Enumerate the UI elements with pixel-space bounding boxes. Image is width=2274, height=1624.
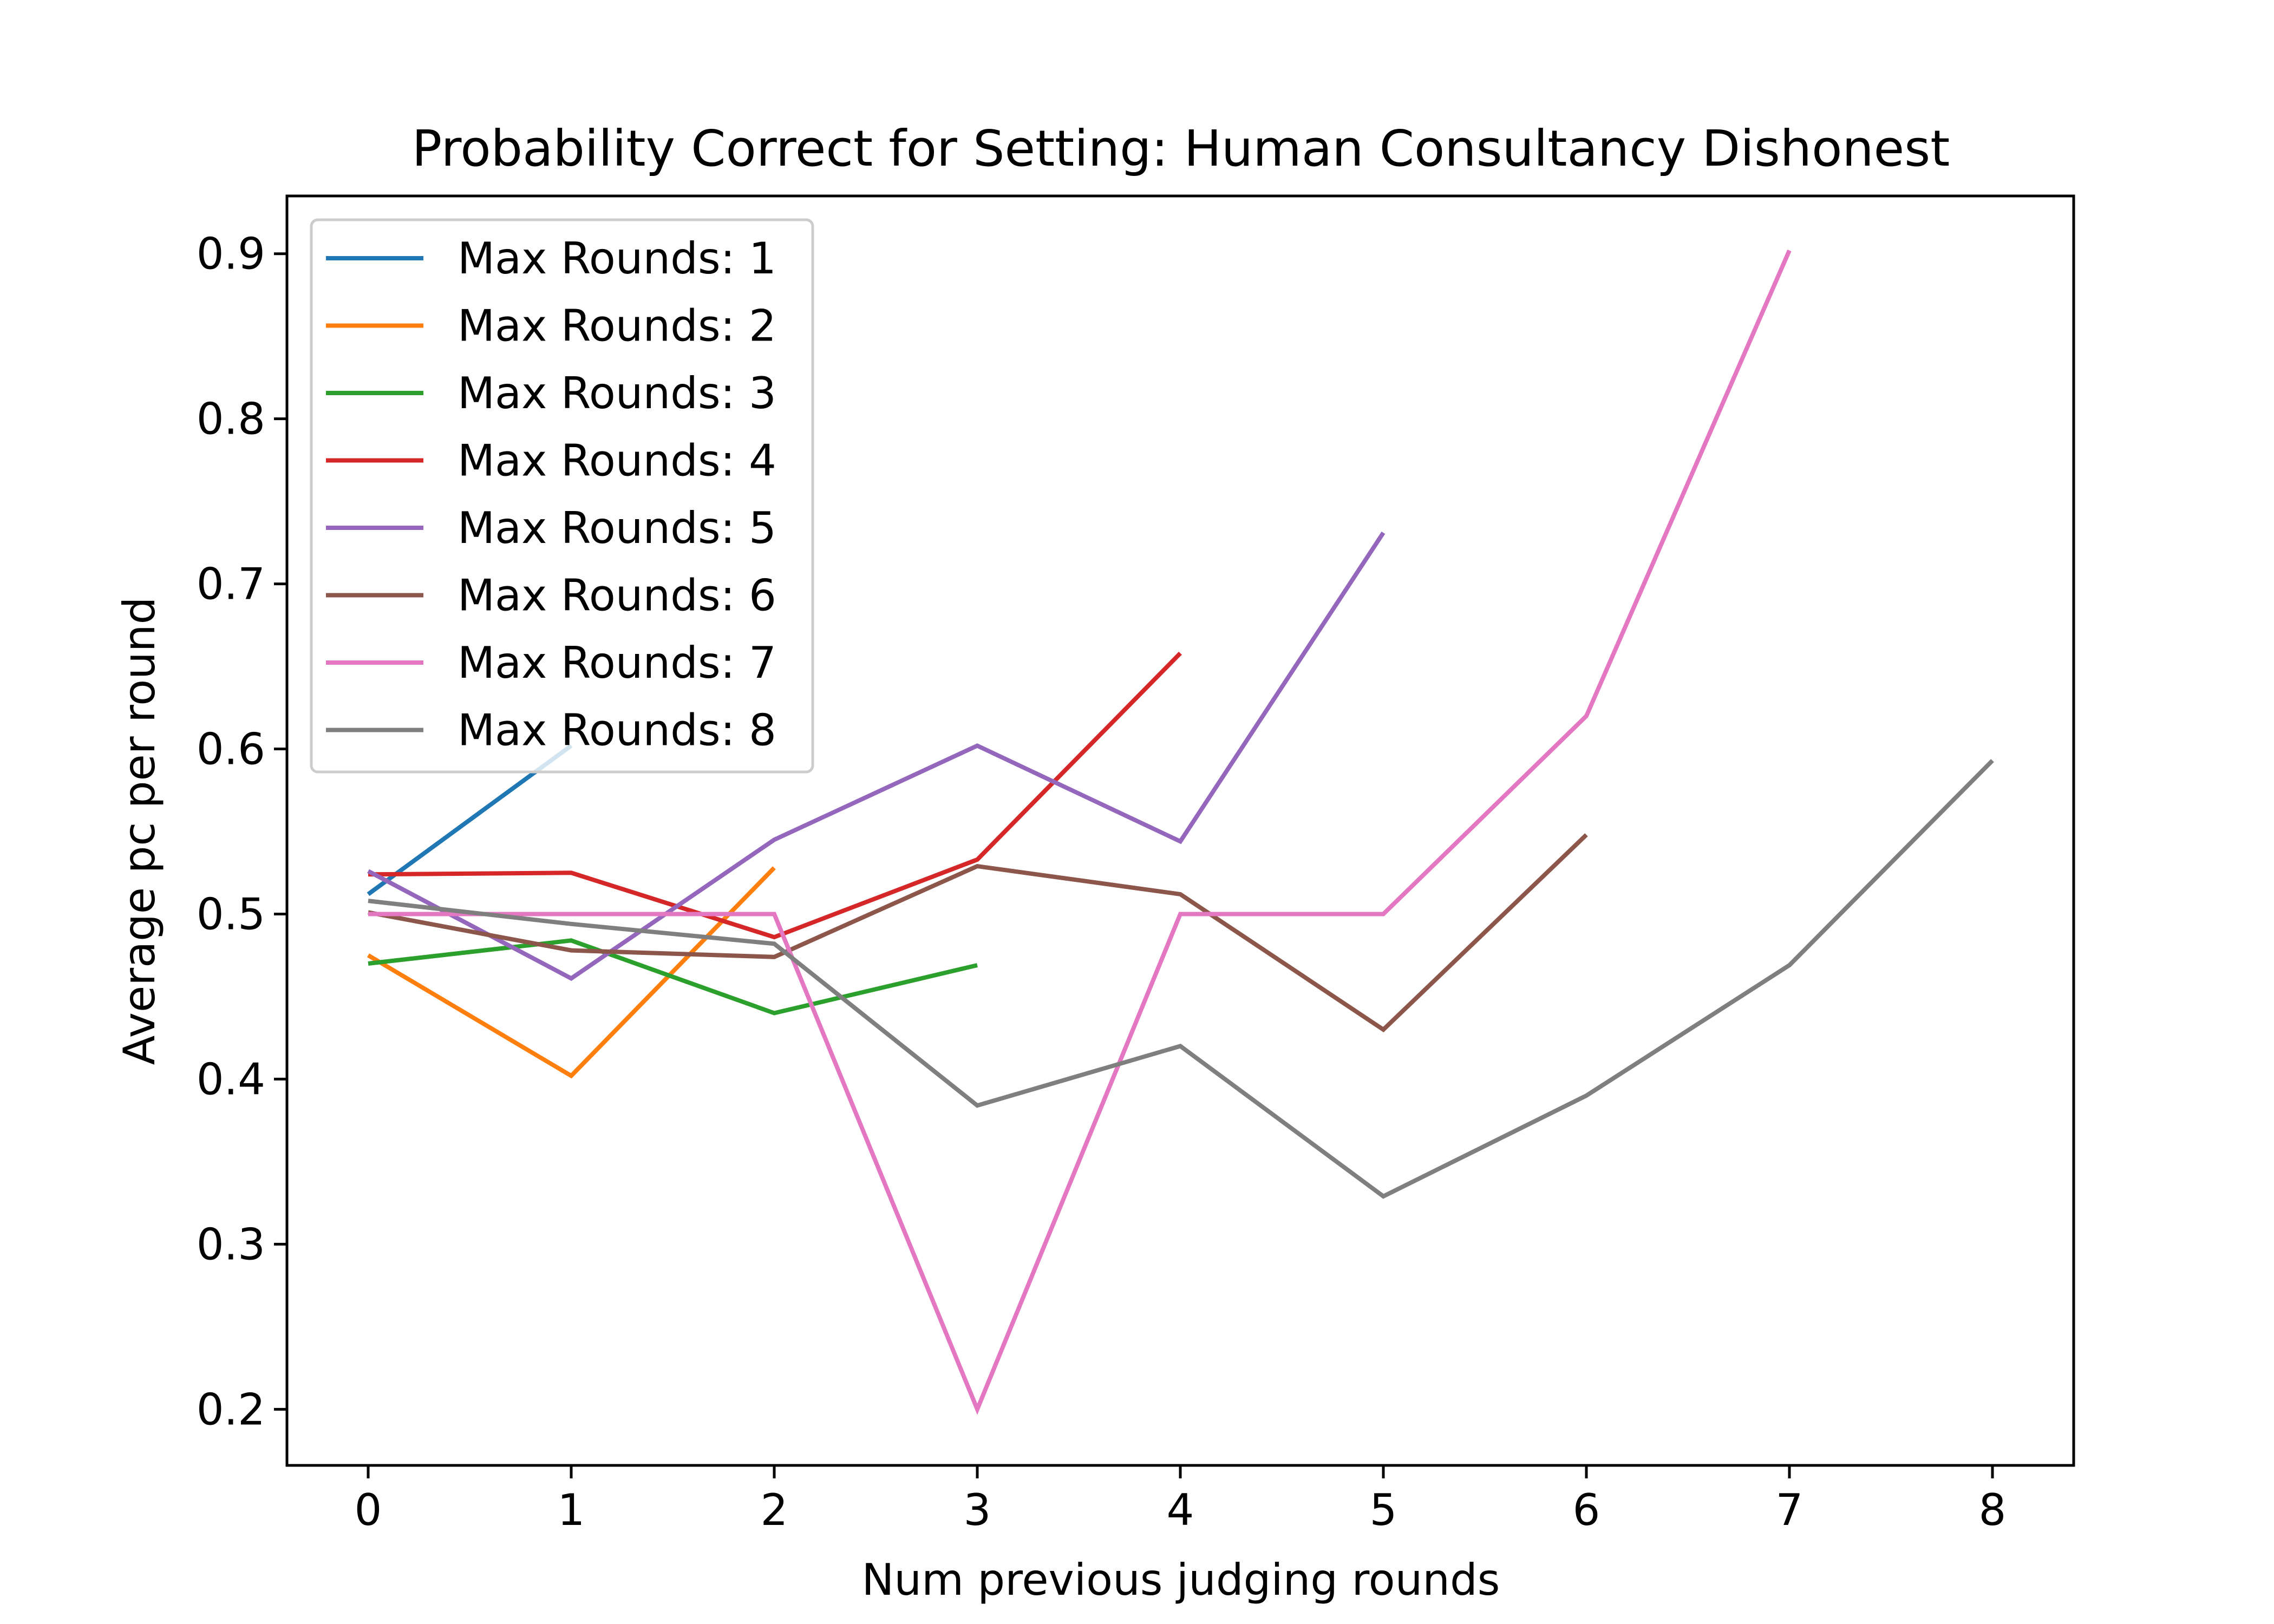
legend-label-6: Max Rounds: 6 <box>458 571 776 621</box>
series-line-7 <box>368 250 1792 1415</box>
legend-label-2: Max Rounds: 2 <box>458 301 776 351</box>
y-tick-label: 0.6 <box>197 724 265 775</box>
legend-label-4: Max Rounds: 4 <box>458 436 776 486</box>
x-tick-label: 8 <box>1979 1485 2007 1535</box>
x-tick-label: 7 <box>1776 1485 1803 1535</box>
x-tick-label: 0 <box>355 1485 382 1535</box>
series-line-6 <box>368 833 1588 1033</box>
series-line-3 <box>368 938 978 1016</box>
legend-items: Max Rounds: 1 Max Rounds: 2 Max Rounds: 3 M… <box>326 233 776 756</box>
y-ticks: 0.2 0.3 0.4 0.5 0.6 0.7 0.8 0.9 <box>197 229 287 1435</box>
x-ticks: 0 1 2 3 4 5 6 7 8 <box>355 1465 2007 1535</box>
y-tick-label: 0.7 <box>197 559 265 610</box>
x-tick-label: 2 <box>761 1485 788 1535</box>
y-tick-label: 0.8 <box>197 394 265 444</box>
y-tick-label: 0.5 <box>197 889 265 939</box>
legend-label-7: Max Rounds: 7 <box>458 638 776 688</box>
legend-frame <box>310 218 814 774</box>
x-tick-label: 6 <box>1573 1485 1600 1535</box>
legend-label-3: Max Rounds: 3 <box>458 368 776 418</box>
legend-label-1: Max Rounds: 1 <box>458 233 776 284</box>
y-tick-label: 0.3 <box>197 1219 265 1269</box>
x-tick-label: 3 <box>964 1485 991 1535</box>
chart-title: Probability Correct for Setting: Human C… <box>412 120 1950 178</box>
series-line-4 <box>368 651 1182 940</box>
legend-label-8: Max Rounds: 8 <box>458 705 776 756</box>
series-line-8 <box>368 759 1994 1199</box>
legend-label-5: Max Rounds: 5 <box>458 503 776 553</box>
x-axis-label: Num previous judging rounds <box>862 1555 1500 1605</box>
x-tick-label: 5 <box>1370 1485 1397 1535</box>
x-tick-label: 1 <box>558 1485 585 1535</box>
plot-lines <box>367 250 1994 1415</box>
series-line-5 <box>367 531 1386 981</box>
y-tick-label: 0.4 <box>197 1054 265 1104</box>
legend: Max Rounds: 1 Max Rounds: 2 Max Rounds: 3 M… <box>310 218 814 774</box>
y-tick-label: 0.2 <box>197 1384 265 1435</box>
y-tick-label: 0.9 <box>197 229 265 279</box>
y-axis-label: Average pc per round <box>114 597 165 1065</box>
x-tick-label: 4 <box>1167 1485 1194 1535</box>
